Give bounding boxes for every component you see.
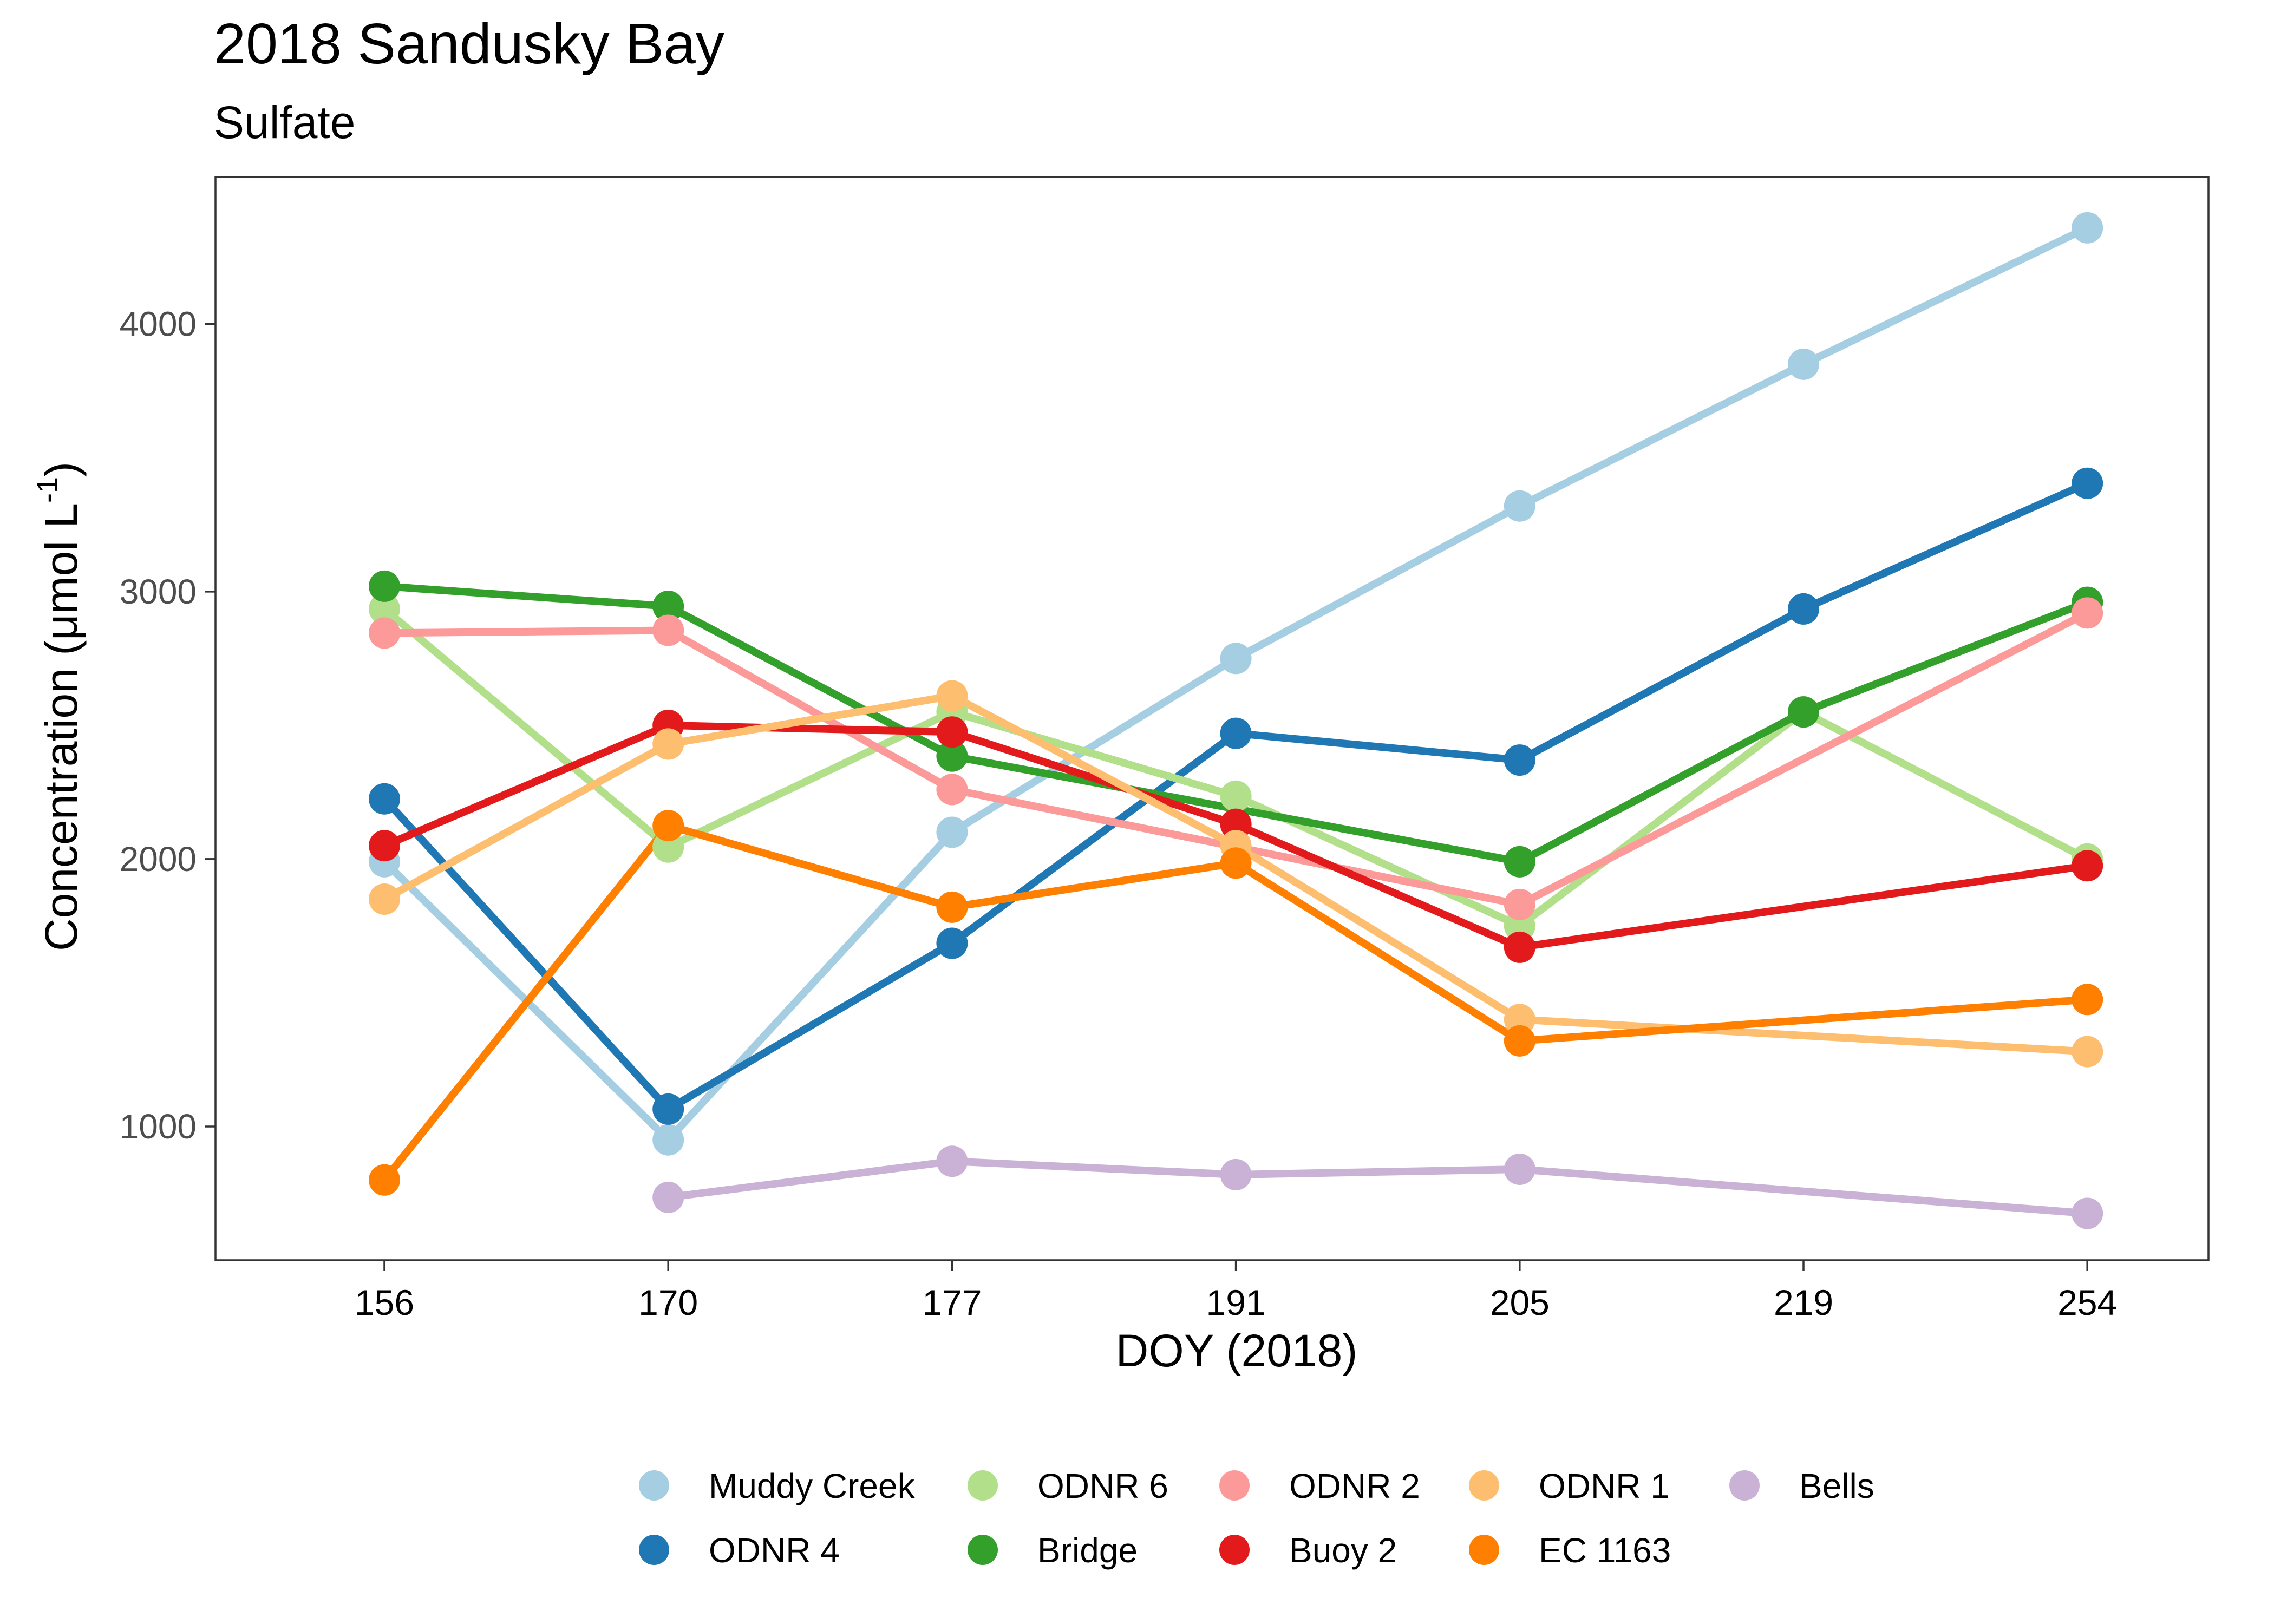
data-point [652,728,684,760]
y-axis-title-superscript: -1 [31,477,64,503]
plot-area [369,212,2103,1229]
y-axis: 1000 2000 3000 4000 [120,305,215,1146]
data-point [1788,348,1819,380]
data-point [936,774,968,806]
y-axis-title: Concentration (μmol L-1) [31,462,87,951]
series-line [381,822,2088,1183]
data-point [652,1093,684,1125]
legend-label: Muddy Creek [709,1466,916,1505]
legend-key [639,1470,669,1501]
data-point [936,716,968,748]
legend-label: ODNR 1 [1539,1466,1670,1505]
series-line [382,692,2088,1056]
y-tick-label: 4000 [120,305,197,344]
data-point [369,783,400,815]
data-point [652,1181,684,1213]
legend: Muddy Creek ODNR 4 ODNR 6 Bridge ODNR 2 Buoy … [639,1466,1874,1570]
x-tick-label: 219 [1774,1282,1833,1322]
legend-key [1219,1535,1250,1565]
legend-key [1729,1470,1760,1501]
data-point [1504,888,1535,920]
data-point [652,590,684,622]
series-line [668,1157,2088,1217]
x-axis-title: DOY (2018) [1116,1325,1358,1376]
legend-label: Bridge [1037,1531,1138,1570]
data-point [2072,984,2103,1016]
legend-label: Bells [1799,1466,1874,1505]
data-point [369,1164,400,1196]
x-tick-label: 205 [1490,1282,1550,1322]
x-tick-label: 156 [355,1282,414,1322]
panel-border [214,176,2210,1261]
x-tick-label: 254 [2057,1282,2117,1322]
legend-key [1469,1470,1499,1501]
data-point [369,593,400,625]
legend-label: ODNR 4 [709,1531,840,1570]
y-axis-title-close: ) [36,462,87,477]
legend-label: ODNR 2 [1289,1466,1420,1505]
data-point [2072,467,2103,499]
data-point [1504,931,1535,963]
legend-key [968,1470,998,1501]
x-axis: 156 170 177 191 205 219 254 [355,1260,2117,1322]
data-point [2072,850,2103,882]
data-point [652,810,684,842]
y-tick-label: 1000 [120,1107,197,1146]
data-point [936,740,968,772]
data-point [936,891,968,923]
data-point [2072,1036,2103,1068]
data-point [369,830,400,862]
data-point [2072,1197,2103,1229]
data-point [2072,597,2103,629]
legend-key [639,1535,669,1565]
series-line [382,224,2089,1144]
legend-key [1219,1470,1250,1501]
data-point [652,614,684,646]
legend-label: Buoy 2 [1289,1531,1397,1570]
x-tick-label: 170 [638,1282,698,1322]
data-point [1220,780,1252,812]
data-point [1220,1158,1252,1190]
data-point [652,1124,684,1156]
data-point [936,927,968,959]
y-tick-label: 2000 [120,840,197,879]
data-point [1504,1025,1535,1057]
y-axis-title-main: Concentration (μmol L [36,503,87,951]
data-point [1504,744,1535,776]
data-point [1504,1154,1535,1186]
data-point [936,680,968,712]
data-point [1788,696,1819,728]
legend-label: EC 1163 [1539,1531,1671,1570]
data-point [1788,593,1819,625]
data-point [936,1145,968,1177]
x-tick-label: 177 [922,1282,982,1322]
data-point [1220,847,1252,879]
series-line [383,721,2088,951]
chart-subtitle: Sulfate [214,97,356,148]
data-point [369,617,400,649]
x-tick-label: 191 [1206,1282,1266,1322]
data-point [1220,717,1252,749]
legend-key [1469,1535,1499,1565]
data-point [2072,212,2103,244]
y-tick-label: 3000 [120,572,197,611]
data-point [369,570,400,602]
data-point [1504,490,1535,522]
data-point [1504,846,1535,878]
legend-key [968,1535,998,1565]
data-point [936,816,968,848]
chart-title: 2018 Sandusky Bay [214,12,724,76]
data-point [369,883,400,915]
data-point [1220,643,1252,675]
legend-label: ODNR 6 [1037,1466,1168,1505]
